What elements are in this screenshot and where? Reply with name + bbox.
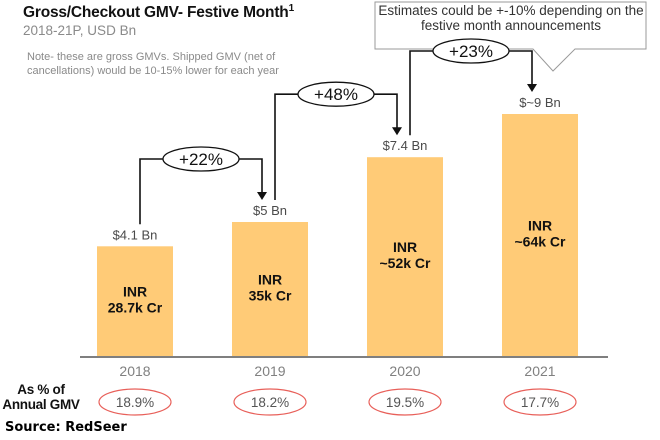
growth-label-2020-2021: +23% (449, 42, 493, 61)
footnote-marker: 1 (288, 3, 295, 14)
pct-value-2018: 18.9% (116, 395, 154, 410)
inr-label-2020: ~52k Cr (380, 255, 432, 271)
bar-2021 (502, 114, 578, 357)
pct-ellipse-2018 (98, 388, 172, 416)
arrow-down-icon (527, 84, 537, 92)
usd-label-2018: $4.1 Bn (113, 227, 158, 242)
inr-label-2019: 35k Cr (249, 288, 292, 304)
year-label-2021: 2021 (524, 363, 555, 379)
inr-label-2019: INR (258, 272, 282, 288)
usd-label-2021: $~9 Bn (519, 95, 561, 110)
inr-label-2020: INR (393, 239, 417, 255)
callout-shape (374, 1, 647, 72)
bars-layer (97, 114, 578, 357)
note-text: Note- these are gross GMVs. Shipped GMV … (27, 51, 279, 77)
pct-row-label: As % of Annual GMV (2, 382, 80, 412)
pct-value-2021: 17.7% (521, 395, 559, 410)
connector-line-2020-2021 (409, 50, 533, 136)
growth-ellipse-2019-2020 (297, 81, 375, 107)
connector-line-2018-2019 (139, 158, 263, 225)
bar-2019 (232, 222, 308, 357)
usd-label-2020: $7.4 Bn (383, 138, 428, 153)
year-label-2018: 2018 (119, 363, 150, 379)
pct-ellipse-2021 (503, 388, 577, 416)
growth-ellipse-2020-2021 (432, 38, 510, 64)
callout-text: Estimates could be +-10% depending on th… (378, 3, 644, 33)
growth-connectors: +22% +48% +23% (139, 38, 537, 225)
callout-box (374, 1, 647, 72)
connector-line-2019-2020 (274, 93, 398, 200)
inr-label-2021: ~64k Cr (515, 234, 567, 250)
arrow-down-icon (257, 192, 267, 200)
source-text: Source: RedSeer (5, 420, 127, 435)
chart-title: Gross/Checkout GMV- Festive Month1 (23, 3, 294, 22)
chart-title-text: Gross/Checkout GMV- Festive Month (23, 4, 289, 22)
inr-label-2021: INR (528, 218, 552, 234)
pct-ellipse-2019 (233, 388, 307, 416)
bar-2020 (367, 157, 443, 357)
year-label-2020: 2020 (389, 363, 420, 379)
bar-2018 (97, 246, 173, 357)
inr-label-2018: 28.7k Cr (108, 300, 163, 316)
growth-ellipse-2018-2019 (162, 146, 240, 172)
arrow-down-icon (392, 127, 402, 136)
growth-label-2019-2020: +48% (314, 85, 358, 104)
chart-subtitle: 2018-21P, USD Bn (23, 23, 137, 38)
inr-label-2018: INR (123, 284, 147, 300)
usd-label-2019: $5 Bn (253, 203, 287, 218)
pct-ellipse-2020 (368, 388, 442, 416)
growth-label-2018-2019: +22% (179, 150, 223, 169)
pct-value-2019: 18.2% (251, 395, 289, 410)
year-label-2019: 2019 (254, 363, 285, 379)
pct-value-2020: 19.5% (386, 395, 424, 410)
